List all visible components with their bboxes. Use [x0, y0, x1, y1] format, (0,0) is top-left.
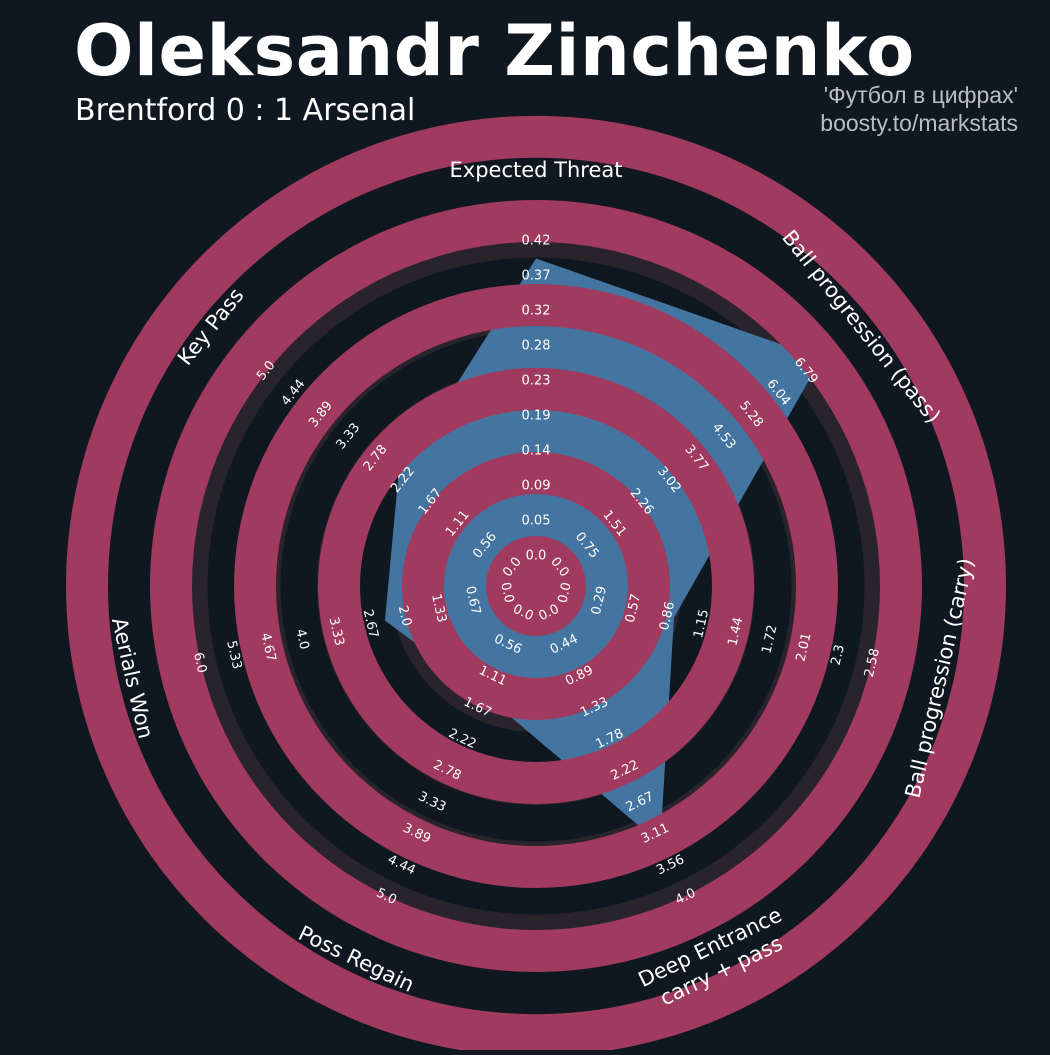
- axis-label-group: Expected Threat: [450, 158, 623, 182]
- player-alt-band: [402, 452, 670, 720]
- player-polygon-group: [66, 116, 1006, 1055]
- tick-label: 0.09: [522, 479, 551, 494]
- credit-line-1: 'Футбол в цифрах': [823, 82, 1018, 108]
- tick-label: 3.33: [416, 789, 449, 815]
- tick-label: 4.67: [257, 631, 278, 663]
- tick-label: 3.33: [334, 420, 364, 452]
- axis-label: Expected Threat: [450, 158, 623, 182]
- tick-label: 4.0: [292, 628, 311, 652]
- tick-label: 1.72: [759, 624, 780, 656]
- tick-label: 6.0: [190, 651, 209, 675]
- tick-label: 0.0: [526, 549, 547, 564]
- tick-label: 0.57: [623, 593, 644, 625]
- tick-label: 0.14: [522, 444, 551, 459]
- tick-label: 0.37: [522, 269, 551, 284]
- tick-label: 2.0: [395, 604, 414, 628]
- credit-line-2: boosty.to/markstats: [820, 110, 1018, 136]
- player-polygon-alt-bands: [66, 116, 1006, 1055]
- tick-label: 0.32: [522, 304, 551, 319]
- tick-label: 2.67: [360, 608, 381, 640]
- match-subtitle: Brentford 0 : 1 Arsenal: [75, 93, 416, 128]
- tick-label: 0.29: [589, 585, 610, 617]
- tick-label: 3.33: [326, 616, 347, 648]
- tick-label: 0.0: [556, 581, 575, 605]
- tick-label: 0.86: [657, 600, 678, 632]
- player-alt-center: [486, 536, 586, 636]
- tick-label: 2.58: [862, 647, 883, 679]
- tick-label: 0.42: [522, 234, 551, 249]
- tick-label: 0.67: [462, 585, 483, 617]
- tick-label: 0.05: [522, 514, 551, 529]
- page-title: Oleksandr Zinchenko: [74, 10, 915, 92]
- tick-label: 2.01: [794, 631, 815, 663]
- tick-label: 1.44: [725, 616, 746, 648]
- tick-label: 0.23: [522, 374, 551, 389]
- tick-label: 5.33: [223, 639, 244, 671]
- tick-label: 0.28: [522, 339, 551, 354]
- tick-label: 2.3: [829, 643, 848, 667]
- tick-label: 1.15: [691, 608, 712, 640]
- tick-label: 0.19: [522, 409, 551, 424]
- tick-label: 0.0: [497, 581, 516, 605]
- tick-label: 1.33: [428, 593, 449, 625]
